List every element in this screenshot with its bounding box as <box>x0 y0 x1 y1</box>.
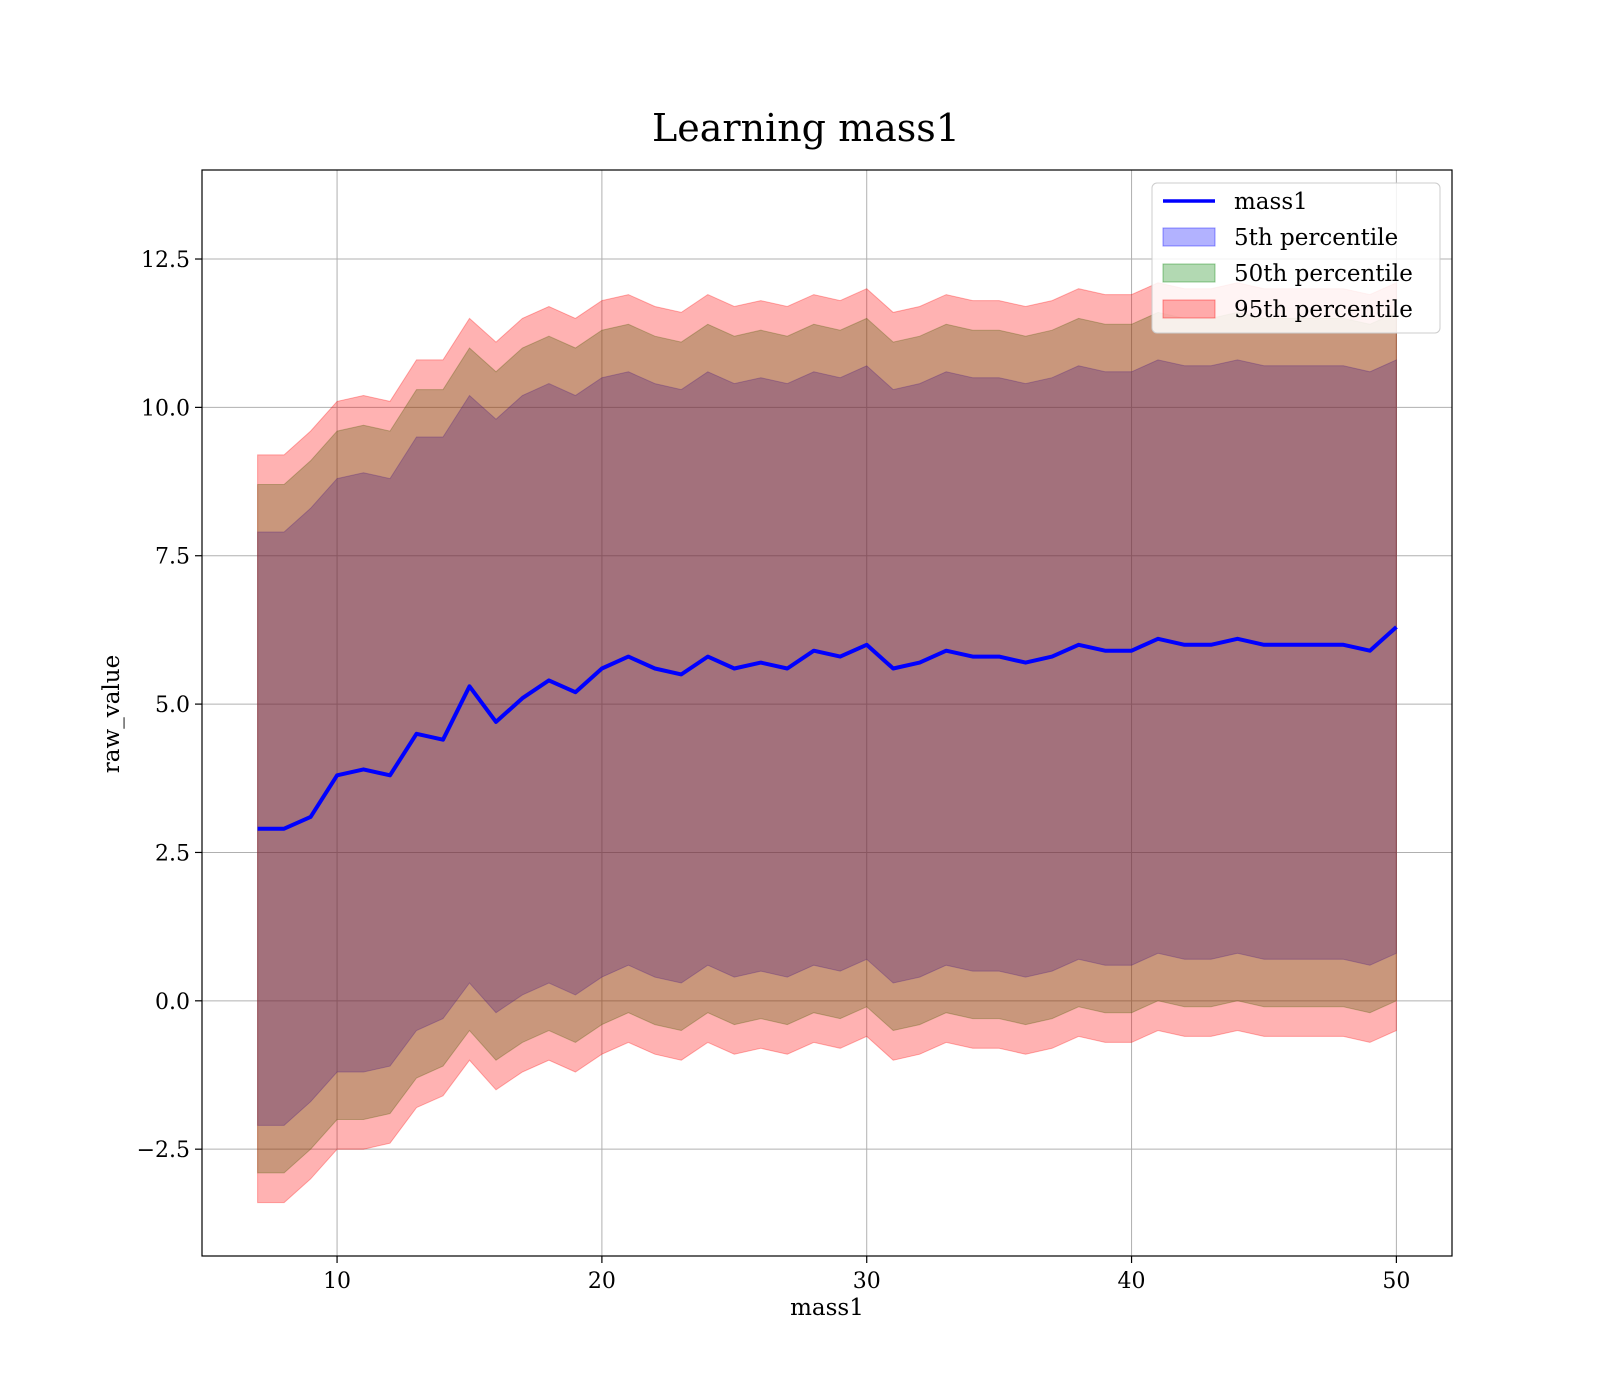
plot-area <box>202 170 1452 1256</box>
legend: mass1 5th percentile 50th percentile 95t… <box>1151 182 1441 334</box>
x-tick-label: 20 <box>588 1269 616 1294</box>
legend-swatch-5th <box>1162 227 1216 247</box>
plot-frame <box>201 169 1453 1257</box>
grid-lines <box>202 170 1452 1256</box>
percentile-bands <box>257 282 1397 1204</box>
mass1-line <box>257 625 1398 831</box>
y-tick-label: 2.5 <box>155 841 190 866</box>
band-5th-percentile <box>257 359 1397 1126</box>
legend-label-50th: 50th percentile <box>1234 261 1413 287</box>
legend-swatch-95th <box>1162 299 1216 319</box>
y-tick-label: 5.0 <box>155 693 190 718</box>
x-tick-label: 50 <box>1382 1269 1410 1294</box>
x-tick-label: 30 <box>853 1269 881 1294</box>
y-axis-label: raw_value <box>99 655 125 773</box>
legend-label-5th: 5th percentile <box>1234 225 1398 251</box>
y-tick-label: 0.0 <box>155 990 190 1015</box>
band-95th-percentile <box>257 282 1397 1204</box>
mass1-line-layer <box>257 625 1398 831</box>
y-tick-label: 10.0 <box>141 396 190 421</box>
y-tick-label: 7.5 <box>155 545 190 570</box>
legend-label-mass1: mass1 <box>1234 189 1308 215</box>
y-tick-label: −2.5 <box>137 1138 190 1163</box>
y-axis-ticks: −2.5 0.0 2.5 5.0 7.5 10.0 12.5 <box>137 248 202 1163</box>
band-50th-percentile <box>257 311 1397 1174</box>
chart-title: Learning mass1 <box>652 106 960 150</box>
x-tick-label: 10 <box>323 1269 351 1294</box>
x-axis-label: mass1 <box>790 1295 864 1321</box>
x-axis-ticks: 10 20 30 40 50 <box>323 1256 1410 1294</box>
x-tick-label: 40 <box>1118 1269 1146 1294</box>
y-tick-label: 12.5 <box>141 248 190 273</box>
legend-label-95th: 95th percentile <box>1234 297 1413 323</box>
legend-swatch-50th <box>1162 263 1216 283</box>
